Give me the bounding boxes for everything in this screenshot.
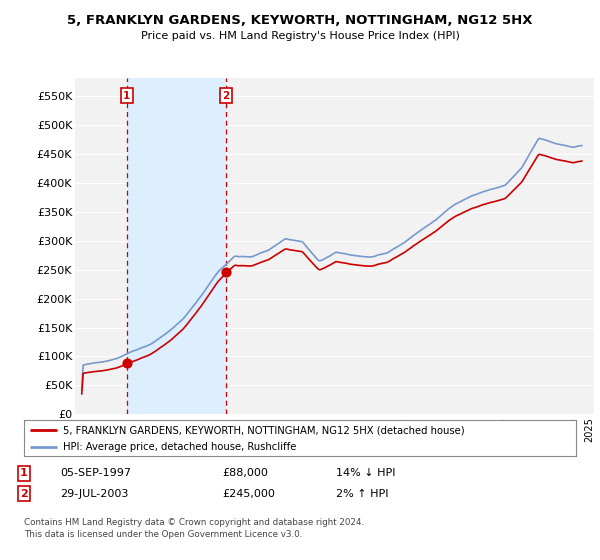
Text: 05-SEP-1997: 05-SEP-1997 (60, 468, 131, 478)
Text: Contains HM Land Registry data © Crown copyright and database right 2024.: Contains HM Land Registry data © Crown c… (24, 518, 364, 527)
Point (221, 268, 231, 277)
Text: £245,000: £245,000 (222, 489, 275, 499)
Text: This data is licensed under the Open Government Licence v3.0.: This data is licensed under the Open Gov… (24, 530, 302, 539)
Text: 1: 1 (20, 468, 28, 478)
Text: 29-JUL-2003: 29-JUL-2003 (60, 489, 128, 499)
Text: £88,000: £88,000 (222, 468, 268, 478)
Text: 2% ↑ HPI: 2% ↑ HPI (336, 489, 389, 499)
Bar (127, 78, 226, 414)
Text: 5, FRANKLYN GARDENS, KEYWORTH, NOTTINGHAM, NG12 5HX: 5, FRANKLYN GARDENS, KEYWORTH, NOTTINGHA… (67, 14, 533, 27)
Text: 2: 2 (223, 91, 230, 101)
Text: 5, FRANKLYN GARDENS, KEYWORTH, NOTTINGHAM, NG12 5HX (detached house): 5, FRANKLYN GARDENS, KEYWORTH, NOTTINGHA… (62, 425, 464, 435)
Point (122, 359, 131, 368)
Text: HPI: Average price, detached house, Rushcliffe: HPI: Average price, detached house, Rush… (62, 442, 296, 452)
Text: 14% ↓ HPI: 14% ↓ HPI (336, 468, 395, 478)
Text: Price paid vs. HM Land Registry's House Price Index (HPI): Price paid vs. HM Land Registry's House … (140, 31, 460, 41)
Text: 2: 2 (20, 489, 28, 499)
Text: 1: 1 (123, 91, 130, 101)
